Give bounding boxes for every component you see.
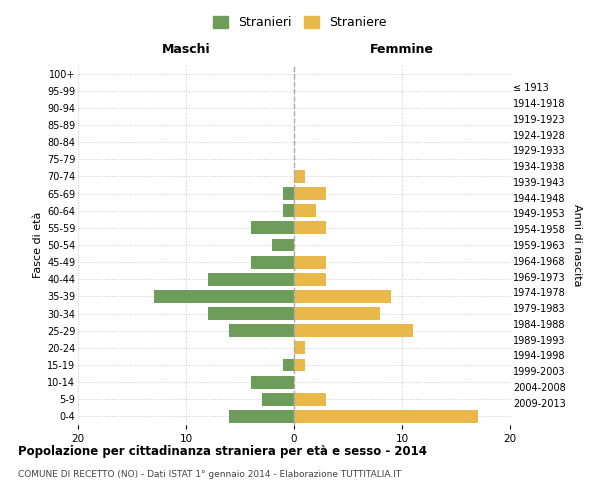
Bar bbox=[251, 376, 294, 388]
Bar bbox=[294, 393, 326, 406]
Bar bbox=[294, 222, 326, 234]
Bar bbox=[294, 256, 326, 268]
Text: Maschi: Maschi bbox=[161, 44, 211, 57]
Text: COMUNE DI RECETTO (NO) - Dati ISTAT 1° gennaio 2014 - Elaborazione TUTTITALIA.IT: COMUNE DI RECETTO (NO) - Dati ISTAT 1° g… bbox=[18, 470, 401, 479]
Bar bbox=[283, 187, 294, 200]
Bar bbox=[208, 307, 294, 320]
Bar bbox=[283, 358, 294, 372]
Bar bbox=[272, 238, 294, 252]
Bar bbox=[229, 324, 294, 337]
Text: Popolazione per cittadinanza straniera per età e sesso - 2014: Popolazione per cittadinanza straniera p… bbox=[18, 445, 427, 458]
Y-axis label: Anni di nascita: Anni di nascita bbox=[572, 204, 582, 286]
Bar bbox=[294, 410, 478, 423]
Text: Femmine: Femmine bbox=[370, 44, 434, 57]
Bar bbox=[251, 222, 294, 234]
Bar bbox=[208, 273, 294, 285]
Bar bbox=[294, 170, 305, 183]
Legend: Stranieri, Straniere: Stranieri, Straniere bbox=[208, 11, 392, 34]
Bar bbox=[229, 410, 294, 423]
Y-axis label: Fasce di età: Fasce di età bbox=[32, 212, 43, 278]
Bar bbox=[262, 393, 294, 406]
Bar bbox=[294, 204, 316, 217]
Bar bbox=[294, 324, 413, 337]
Bar bbox=[294, 307, 380, 320]
Bar bbox=[251, 256, 294, 268]
Bar bbox=[294, 342, 305, 354]
Bar bbox=[294, 358, 305, 372]
Bar bbox=[294, 290, 391, 303]
Bar bbox=[294, 273, 326, 285]
Bar bbox=[154, 290, 294, 303]
Bar bbox=[294, 187, 326, 200]
Bar bbox=[283, 204, 294, 217]
